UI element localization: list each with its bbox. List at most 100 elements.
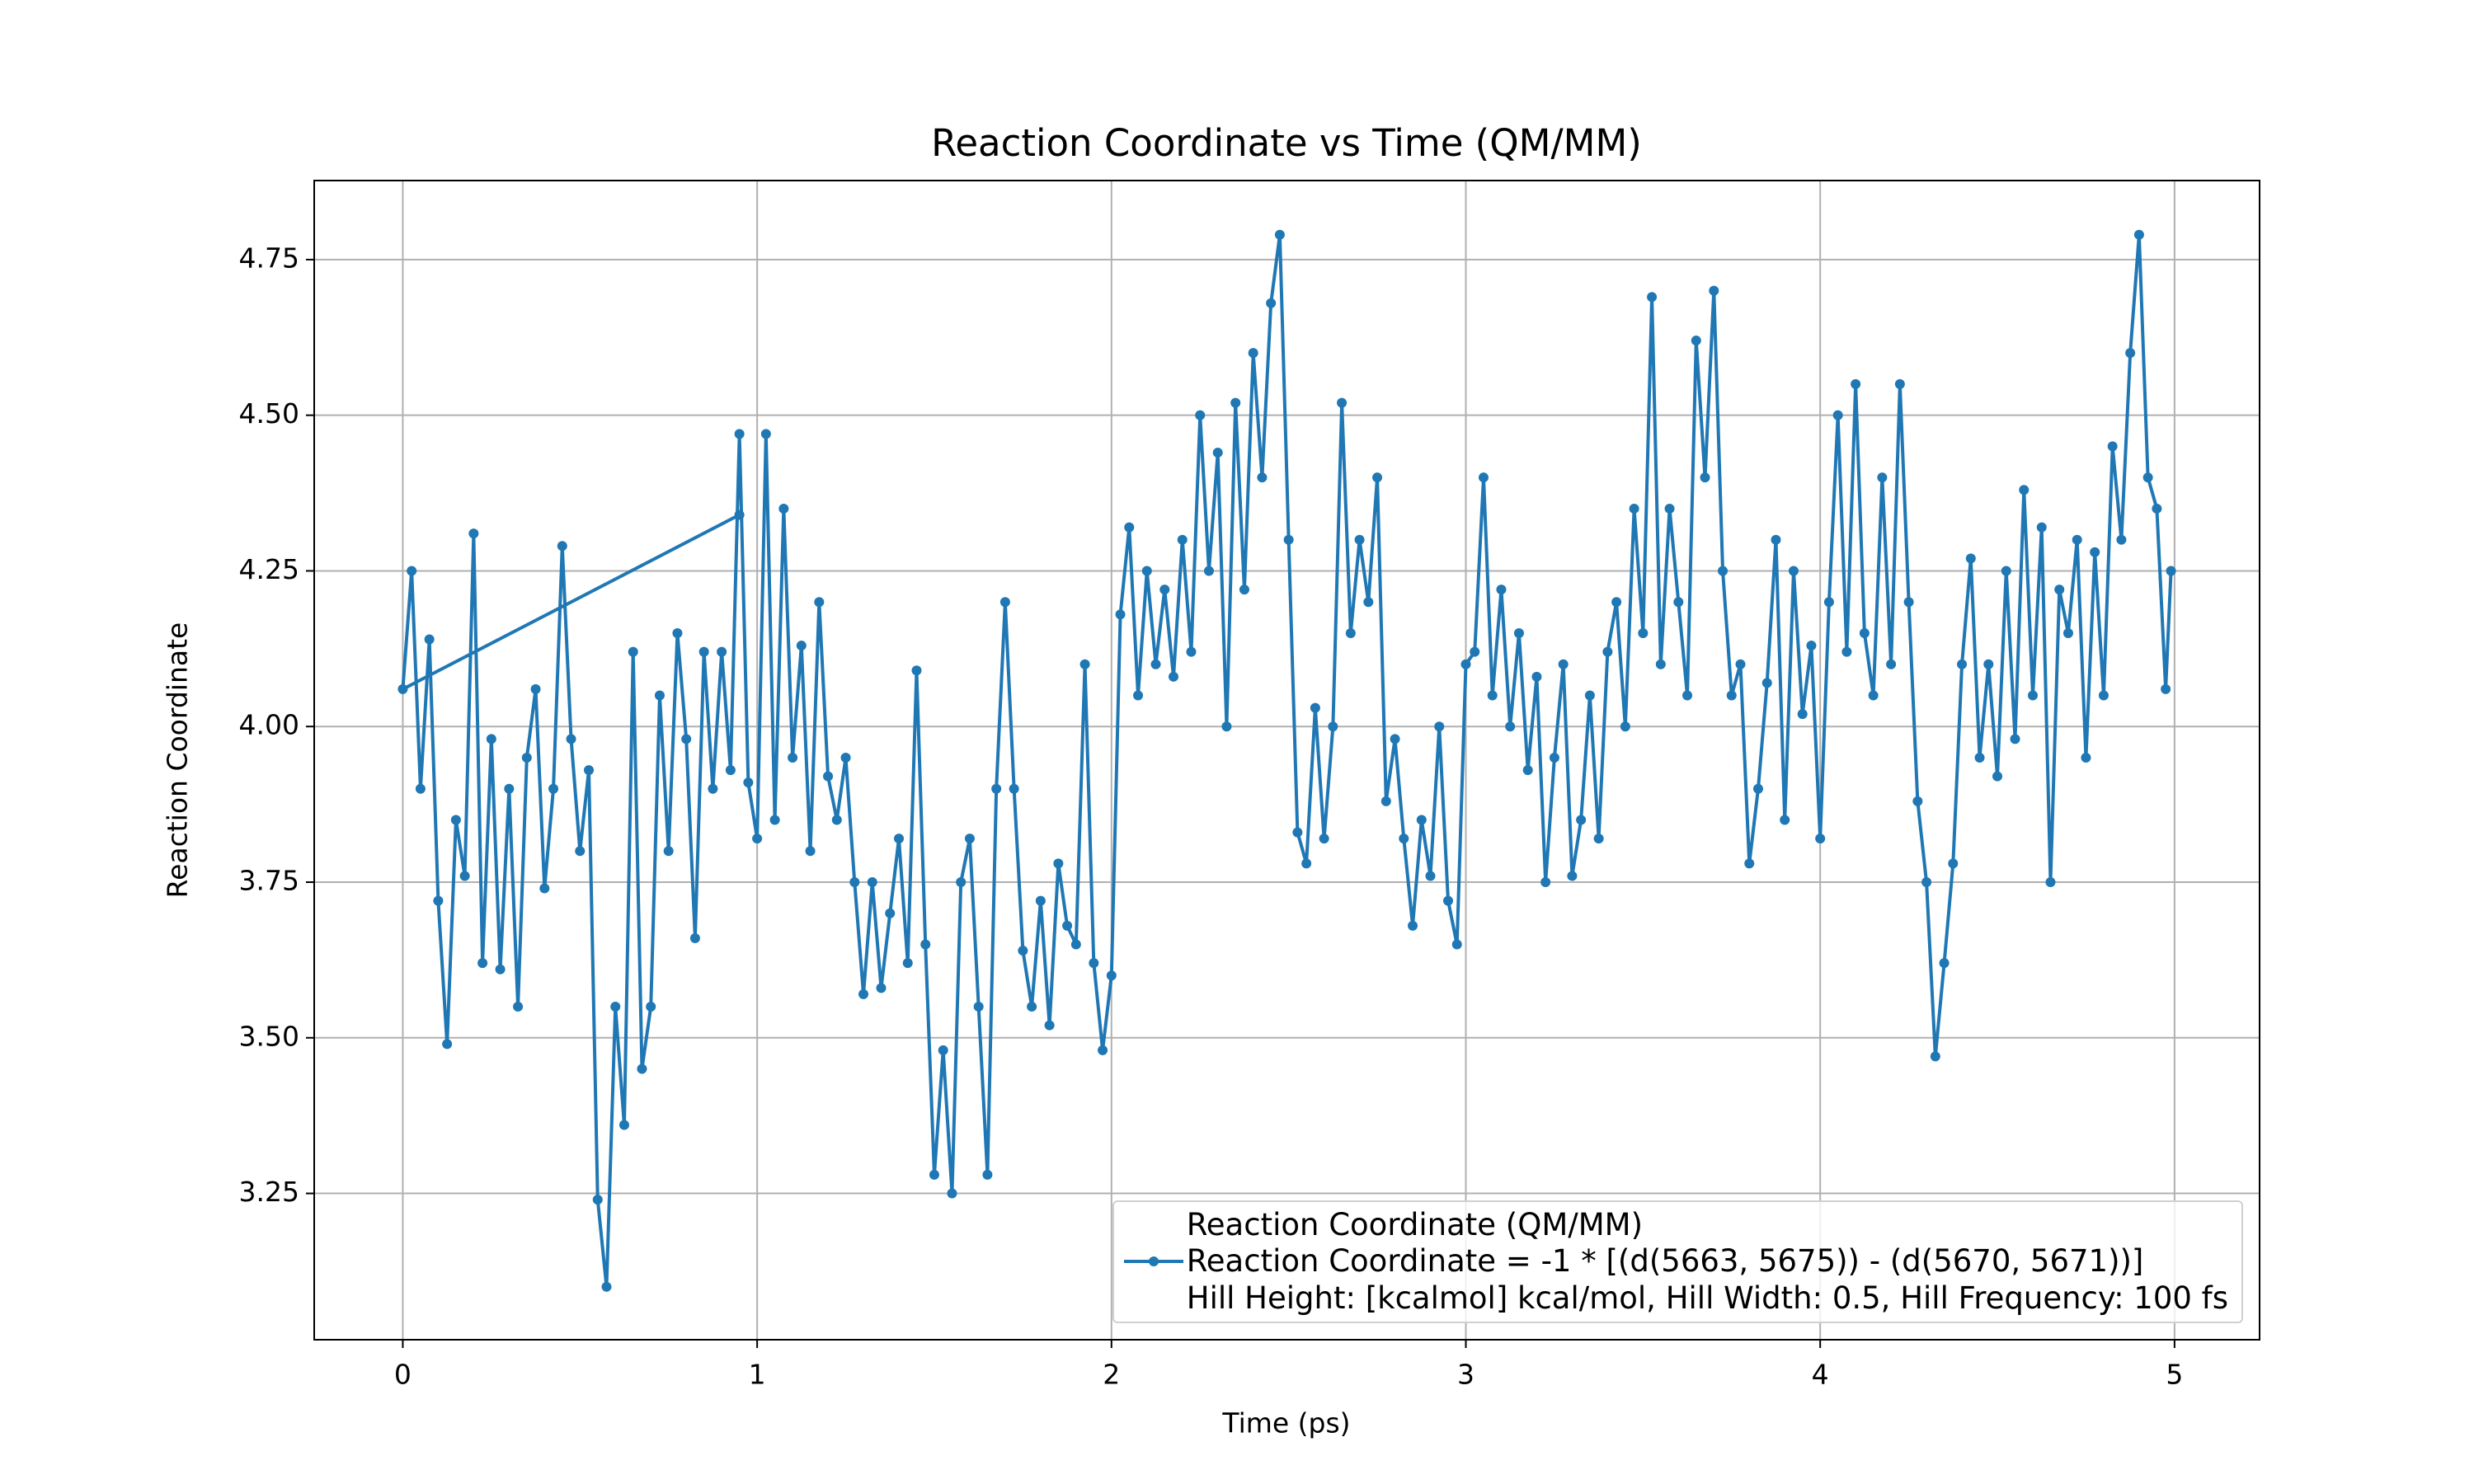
data-point — [1460, 659, 1471, 669]
x-tick-label: 3 — [1457, 1359, 1475, 1391]
data-point — [2152, 503, 2162, 514]
data-point — [1380, 796, 1391, 806]
data-point — [477, 958, 488, 969]
data-point — [1983, 659, 1994, 669]
data-point — [1513, 627, 1524, 638]
data-point — [654, 690, 665, 701]
data-point — [584, 765, 595, 776]
y-tick-label: 3.75 — [239, 865, 299, 897]
plot-frame — [313, 180, 2260, 1341]
data-point — [2090, 547, 2100, 557]
x-tick-label: 4 — [1812, 1359, 1829, 1391]
data-point — [2142, 472, 2153, 483]
data-point — [1877, 472, 1888, 483]
data-point — [1301, 858, 1312, 869]
data-point — [2161, 683, 2171, 694]
data-point — [1647, 292, 1658, 303]
data-point — [902, 958, 913, 969]
legend: Reaction Coordinate (QM/MM) Reaction Coo… — [1112, 1200, 2243, 1323]
data-point — [1416, 815, 1427, 825]
data-point — [2166, 566, 2176, 576]
data-point — [849, 877, 860, 887]
data-point — [1496, 585, 1507, 595]
data-point — [760, 429, 771, 439]
data-point — [1133, 690, 1144, 701]
data-point — [1141, 566, 1152, 576]
data-point — [2133, 229, 2144, 240]
data-point — [1115, 609, 1126, 620]
data-point — [1505, 721, 1516, 732]
data-point — [424, 634, 435, 645]
data-point — [929, 1169, 939, 1180]
y-tick-label: 4.25 — [239, 553, 299, 585]
legend-marker — [1148, 1256, 1159, 1267]
data-point — [1522, 765, 1533, 776]
data-point — [1744, 858, 1755, 869]
data-point — [814, 597, 825, 608]
data-point — [521, 752, 532, 763]
data-point — [1337, 397, 1348, 408]
data-point — [2098, 690, 2109, 701]
data-point — [885, 908, 896, 918]
data-point — [1266, 298, 1277, 308]
data-point — [1062, 920, 1073, 931]
data-point — [1682, 690, 1693, 701]
data-point — [1292, 827, 1303, 838]
data-point — [575, 846, 586, 857]
data-point — [1664, 503, 1675, 514]
data-point — [1124, 522, 1135, 533]
data-point — [956, 877, 967, 887]
data-line — [401, 232, 2173, 1289]
data-point — [1274, 229, 1285, 240]
data-point — [1567, 871, 1578, 881]
data-point — [1691, 336, 1701, 346]
data-point — [1797, 709, 1808, 720]
data-point — [1035, 895, 1046, 906]
data-point — [1434, 721, 1445, 732]
data-point — [1726, 690, 1737, 701]
data-point — [1761, 678, 1772, 688]
data-point — [530, 683, 541, 694]
data-point — [450, 815, 461, 825]
data-point — [1399, 834, 1409, 844]
data-point — [1558, 659, 1569, 669]
data-point — [858, 989, 869, 999]
data-point — [415, 783, 426, 794]
data-point — [1841, 646, 1852, 657]
data-point — [1780, 815, 1790, 825]
legend-label: Reaction Coordinate (QM/MM) Reaction Coo… — [1186, 1206, 2228, 1316]
data-point — [911, 665, 922, 676]
data-point — [2010, 734, 2020, 744]
data-point — [1655, 659, 1666, 669]
y-tick-label: 4.75 — [239, 242, 299, 274]
data-point — [1948, 858, 1959, 869]
data-point — [1487, 690, 1498, 701]
data-point — [734, 510, 745, 520]
data-point — [468, 528, 479, 539]
data-point — [1345, 627, 1356, 638]
data-point — [1815, 834, 1826, 844]
data-point — [601, 1281, 612, 1292]
data-point — [1886, 659, 1897, 669]
data-point — [752, 834, 763, 844]
data-point — [2125, 348, 2136, 359]
data-point — [788, 752, 798, 763]
x-tick-label: 2 — [1103, 1359, 1120, 1391]
data-point — [1673, 597, 1684, 608]
data-point — [1168, 671, 1178, 682]
data-point — [2054, 585, 2065, 595]
data-point — [717, 646, 727, 657]
data-point — [991, 783, 1002, 794]
data-point — [1700, 472, 1710, 483]
chart-title: Reaction Coordinate vs Time (QM/MM) — [931, 121, 1642, 165]
legend-handle — [1123, 1256, 1183, 1267]
y-tick-label: 4.50 — [239, 397, 299, 430]
data-point — [2072, 534, 2082, 545]
data-point — [964, 834, 975, 844]
data-point — [628, 646, 638, 657]
data-point — [1629, 503, 1639, 514]
data-point — [486, 734, 496, 744]
data-point — [982, 1169, 993, 1180]
data-point — [1089, 958, 1099, 969]
